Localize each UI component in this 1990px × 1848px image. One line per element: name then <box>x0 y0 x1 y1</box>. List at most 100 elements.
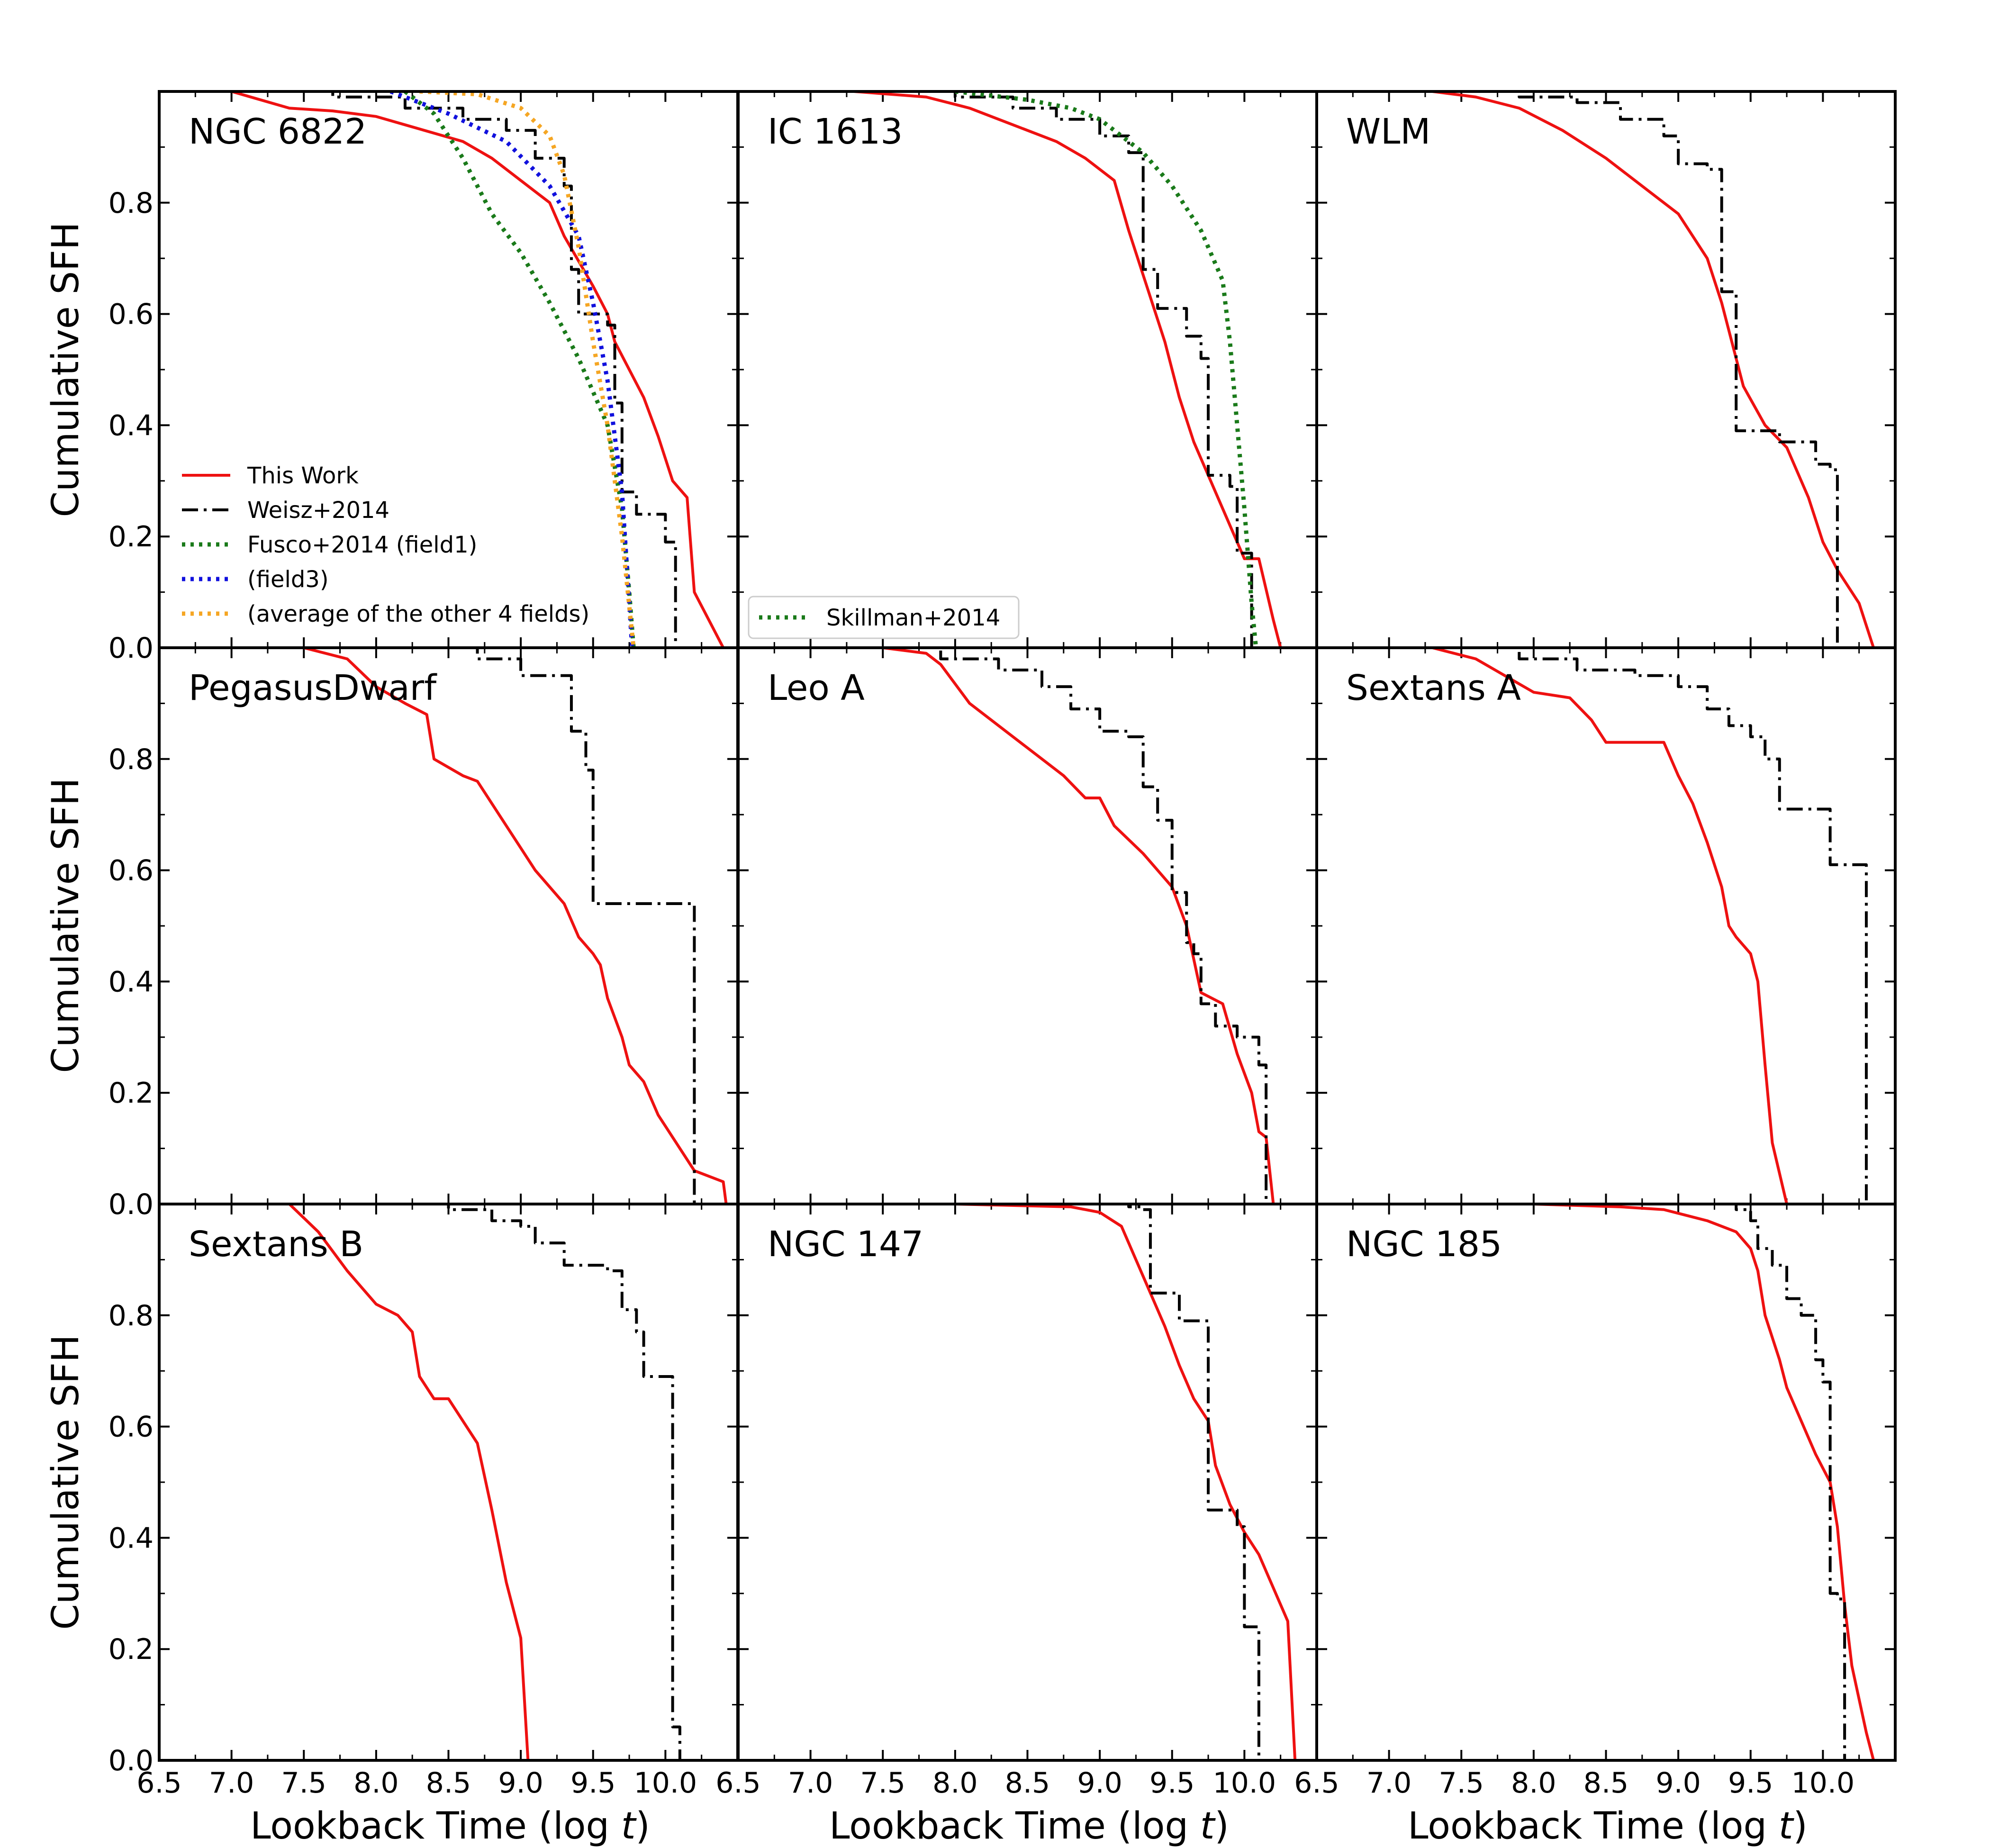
y-tick-label: 0.8 <box>109 187 154 220</box>
series-weisz-2014 <box>376 1204 681 1760</box>
y-tick-label: 0.4 <box>109 965 154 998</box>
x-tick-label: 9.5 <box>1728 1766 1773 1800</box>
series-group <box>1432 648 1868 1204</box>
x-axis-title-close: ) <box>1214 1805 1229 1848</box>
panel-title: WLM <box>1346 111 1430 152</box>
series-this-work <box>853 91 1282 648</box>
series-group <box>853 91 1282 648</box>
y-tick-label: 0.2 <box>109 1077 154 1110</box>
series-group <box>303 648 728 1204</box>
x-axis-title-col3: Lookback Time (log t) <box>1408 1805 1808 1848</box>
legend-label: (field3) <box>247 566 329 593</box>
x-tick-label: 6.5 <box>136 1766 181 1800</box>
series-weisz-2014 <box>1606 1204 1846 1760</box>
series-average-of-the-other-4-fields <box>419 91 636 648</box>
y-tick-label: 0.8 <box>109 743 154 776</box>
series-group <box>955 1204 1297 1760</box>
y-tick-label: 0.6 <box>109 854 154 888</box>
series-group <box>1432 91 1875 648</box>
x-axis-title-col1: Lookback Time (log t) <box>250 1805 650 1848</box>
x-tick-label: 6.5 <box>1294 1766 1339 1800</box>
y-tick-label: 0.0 <box>109 632 154 665</box>
legend-label: Skillman+2014 <box>826 605 1000 631</box>
x-tick-label: 8.0 <box>1511 1766 1556 1800</box>
x-tick-label: 7.5 <box>1439 1766 1484 1800</box>
series-fusco-2014-field1 <box>404 91 636 648</box>
panel-frame <box>1315 1203 1897 1762</box>
y-tick-label: 0.4 <box>109 409 154 442</box>
x-tick-label: 8.5 <box>1583 1766 1628 1800</box>
x-axis-title-close: ) <box>1793 1805 1807 1848</box>
y-tick-label: 0.8 <box>109 1299 154 1332</box>
series-this-work <box>231 91 725 648</box>
legend-label: (average of the other 4 fields) <box>247 601 589 627</box>
x-axis-title-col2: Lookback Time (log t) <box>829 1805 1229 1848</box>
series-group <box>1533 1204 1875 1760</box>
x-axis-title-variable: t <box>1200 1805 1216 1848</box>
panel-ngc-147: 6.5 7.0 7.5 8.0 8.5 9.0 9.5 10.0 NGC 147 <box>715 1203 1318 1800</box>
x-tick-label: 10.0 <box>1791 1766 1855 1800</box>
x-tick-label: 9.0 <box>498 1766 543 1800</box>
x-axis-title-variable: t <box>621 1805 637 1848</box>
y-axis-title-row2: Cumulative SFH <box>45 778 87 1073</box>
x-tick-label: 10.0 <box>1213 1766 1276 1800</box>
panel-title: NGC 147 <box>768 1224 923 1265</box>
y-tick-label: 0.4 <box>109 1522 154 1555</box>
panel-title: IC 1613 <box>768 111 903 152</box>
x-tick-label: 9.5 <box>570 1766 615 1800</box>
x-tick-label: 8.0 <box>932 1766 977 1800</box>
x-tick-label: 9.0 <box>1077 1766 1122 1800</box>
panel-title: NGC 6822 <box>189 111 367 152</box>
panel-title: PegasusDwarf <box>189 668 437 708</box>
x-tick-label: 8.0 <box>353 1766 398 1800</box>
y-tick-label: 0.6 <box>109 298 154 331</box>
y-tick-label: 0.0 <box>109 1188 154 1221</box>
y-axis-title-row1: Cumulative SFH <box>45 222 87 517</box>
panel-ngc-185: 6.5 7.0 7.5 8.0 8.5 9.0 9.5 10.0 NGC 185 <box>1294 1203 1897 1800</box>
y-tick-label: 0.2 <box>109 1633 154 1666</box>
series-this-work <box>303 648 728 1204</box>
x-tick-label: 7.5 <box>860 1766 905 1800</box>
panel-grid: 0.0 0.2 0.4 0.6 0.8 NGC 6822 This Work Weisz+20… <box>109 90 1897 1800</box>
series-weisz-2014 <box>1432 91 1839 648</box>
legend-label: Fusco+2014 (field1) <box>247 532 477 558</box>
panel-title: Sextans A <box>1346 668 1521 708</box>
panel-leo-a: Leo A <box>737 646 1318 1205</box>
series-weisz-2014 <box>883 648 1268 1204</box>
y-axis-title-row3: Cumulative SFH <box>45 1334 87 1630</box>
series-skillman-2014 <box>955 91 1258 648</box>
series-this-work <box>288 1204 530 1760</box>
x-axis-title-main: Lookback Time (log <box>829 1805 1200 1848</box>
x-axis-title-main: Lookback Time (log <box>1408 1805 1779 1848</box>
panel-title: Leo A <box>768 668 865 708</box>
y-tick-label: 0.6 <box>109 1411 154 1444</box>
series-this-work <box>882 648 1275 1204</box>
series-this-work <box>1432 91 1875 648</box>
series-field3 <box>389 91 634 648</box>
series-this-work <box>955 1204 1297 1760</box>
series-weisz-2014 <box>1432 648 1868 1204</box>
x-tick-label: 7.0 <box>788 1766 833 1800</box>
panel-title: Sextans B <box>189 1224 363 1265</box>
series-group <box>288 1204 681 1760</box>
legend: This Work Weisz+2014 Fusco+2014 (field1) (f… <box>182 462 589 627</box>
x-tick-label: 8.5 <box>1005 1766 1050 1800</box>
y-tick-label: 0.2 <box>109 520 154 553</box>
y-tick-label: 0.0 <box>109 1744 154 1777</box>
panel-pegasusdwarf: 0.0 0.2 0.4 0.6 0.8 PegasusDwarf <box>109 646 739 1221</box>
x-tick-label: 6.5 <box>715 1766 760 1800</box>
series-group <box>882 648 1275 1204</box>
series-weisz-2014 <box>260 91 677 648</box>
series-weisz-2014 <box>854 91 1253 648</box>
x-axis-title-variable: t <box>1779 1805 1794 1848</box>
series-this-work <box>1432 648 1788 1204</box>
x-tick-label: 7.0 <box>209 1766 254 1800</box>
legend: Skillman+2014 <box>748 596 1020 639</box>
x-tick-label: 7.0 <box>1366 1766 1411 1800</box>
x-axis-title-close: ) <box>635 1805 650 1848</box>
legend-label: This Work <box>247 462 359 489</box>
x-tick-label: 10.0 <box>634 1766 697 1800</box>
legend-box <box>748 596 1020 639</box>
x-axis-title-main: Lookback Time (log <box>250 1805 621 1848</box>
